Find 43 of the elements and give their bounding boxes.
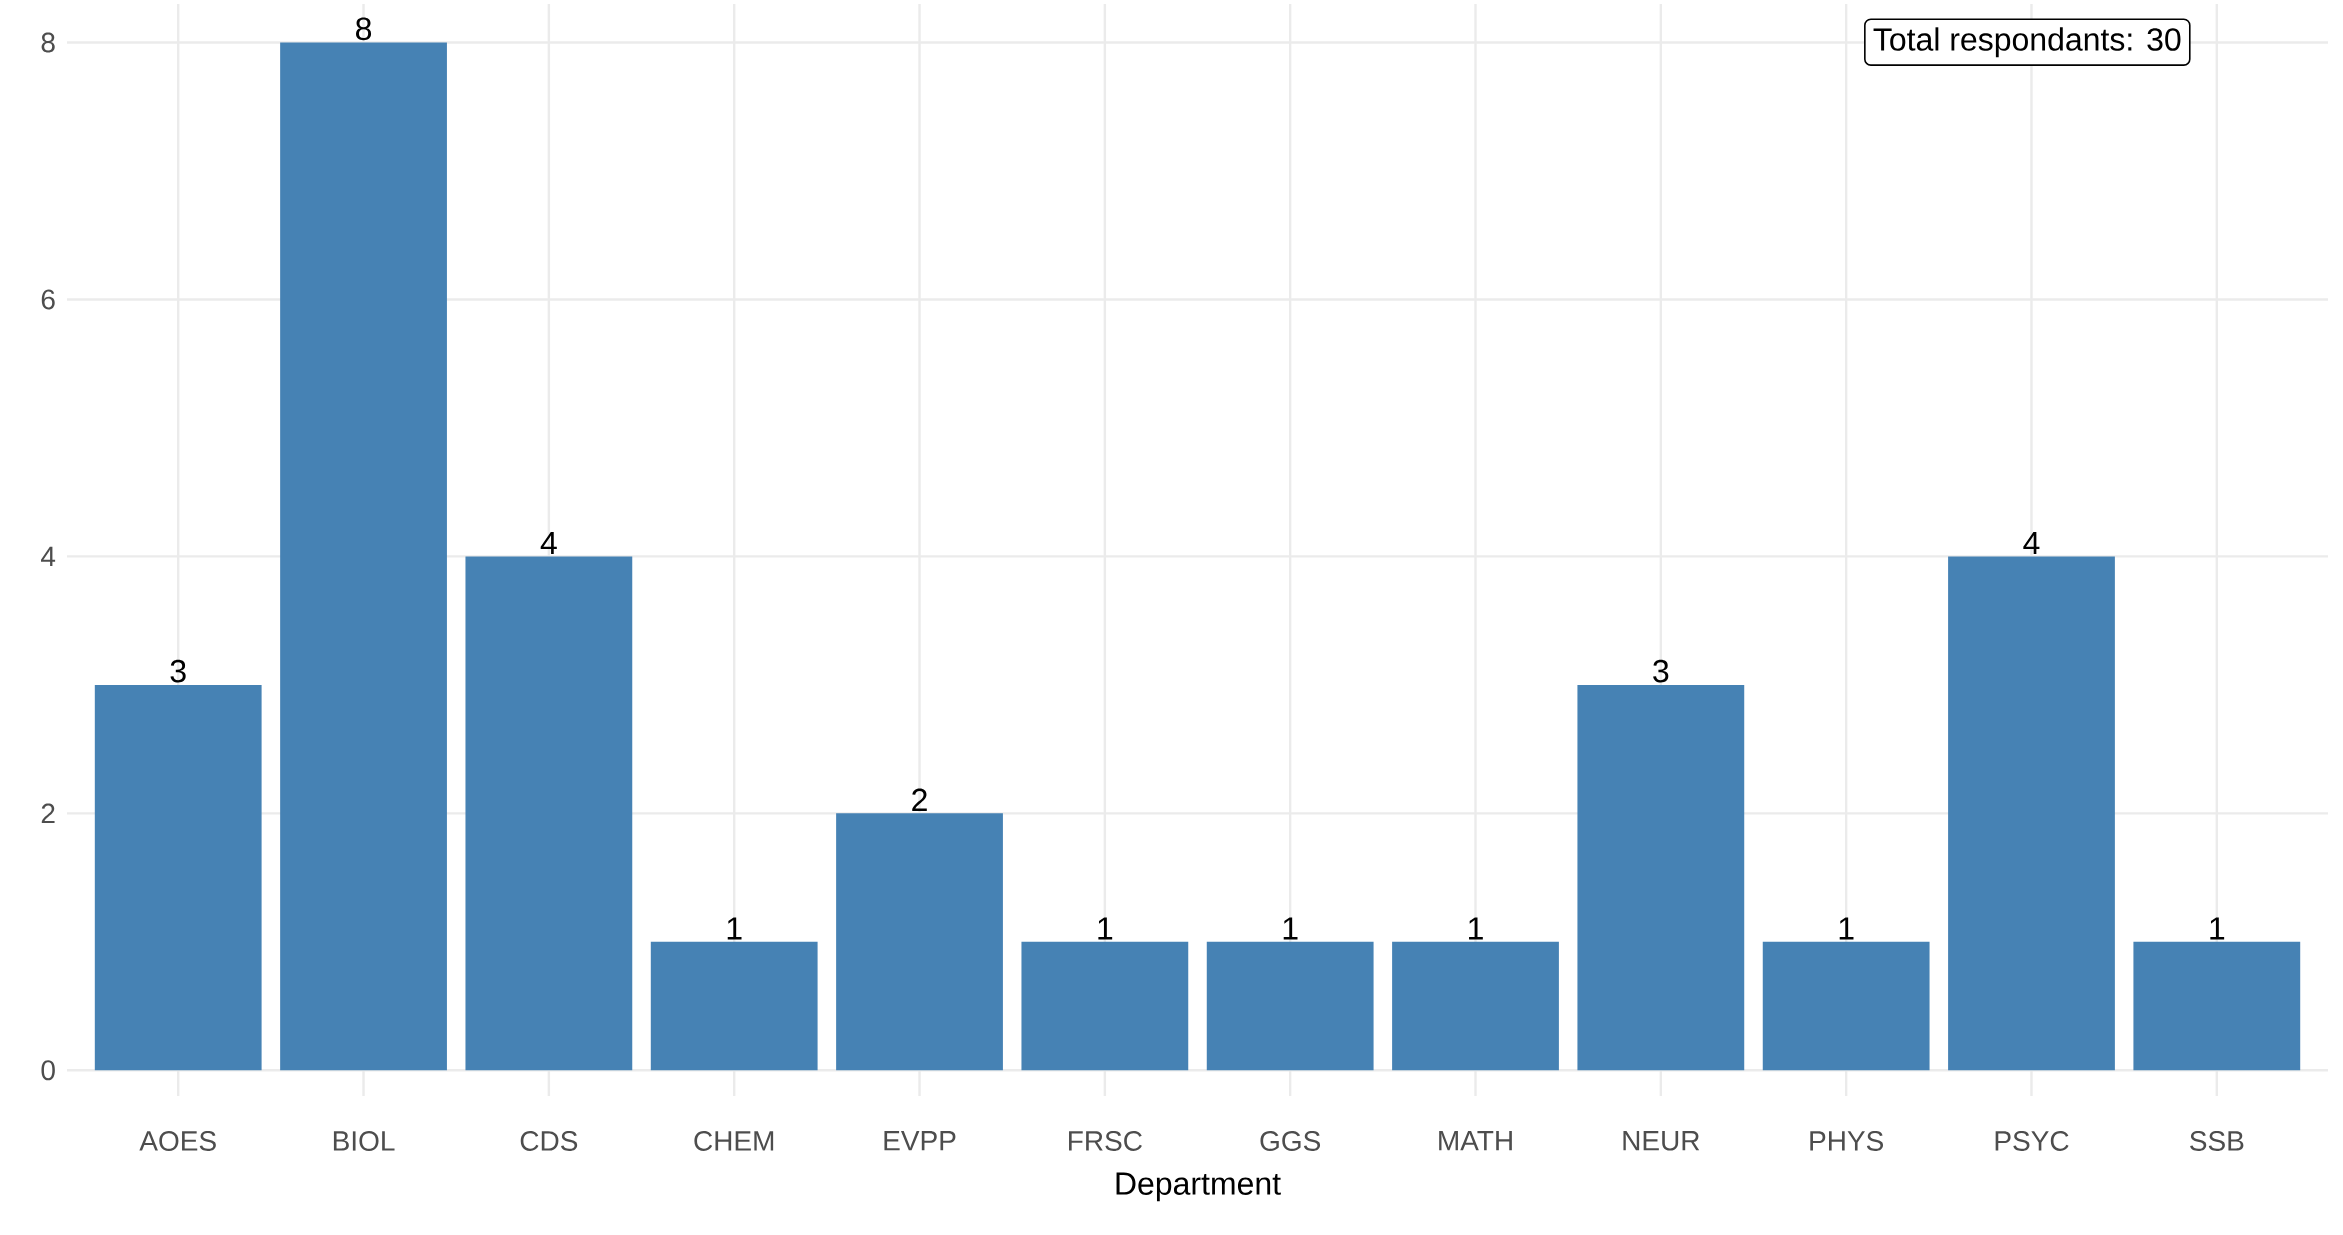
- bar: [650, 941, 818, 1071]
- data-label: 1: [1283, 917, 1298, 940]
- x-tick-label: PSYC: [1995, 1131, 2069, 1151]
- data-label: 3: [170, 659, 186, 683]
- annotation: Total respondants: 30: [1873, 27, 2181, 58]
- y-tick-label: 0: [41, 1060, 55, 1081]
- data-label: 4: [540, 531, 557, 555]
- x-tick-label: BIOL: [333, 1131, 395, 1151]
- x-axis-title: Department: [1116, 1172, 1281, 1202]
- x-tick-label: EVPP: [884, 1131, 956, 1151]
- x-tick-label: NEUR: [1623, 1131, 1700, 1151]
- data-label: 1: [1469, 917, 1483, 940]
- x-tick-label: PHYS: [1810, 1131, 1884, 1151]
- bar: [280, 42, 447, 1071]
- x-tick-label: CHEM: [694, 1131, 774, 1151]
- data-label: 8: [356, 17, 372, 41]
- data-label: 1: [727, 917, 742, 940]
- bar: [465, 556, 633, 1071]
- bar: [2133, 941, 2301, 1071]
- bar: [1206, 941, 1374, 1071]
- x-tick-label: FRSC: [1069, 1131, 1142, 1151]
- bar: [836, 813, 1003, 1071]
- bar: [1948, 556, 2115, 1071]
- bar: [1392, 941, 1559, 1071]
- x-tick-label: AOES: [139, 1131, 216, 1151]
- data-label: 1: [1098, 917, 1113, 940]
- data-label: 3: [1653, 659, 1669, 683]
- bar: [1021, 941, 1189, 1071]
- data-label: 1: [1839, 917, 1854, 940]
- data-label: 4: [2023, 531, 2040, 555]
- bar: [1762, 941, 1930, 1071]
- x-tick-label: CDS: [520, 1131, 578, 1151]
- data-label: 1: [2210, 917, 2225, 940]
- data-label: 2: [912, 788, 927, 811]
- bar: [94, 684, 262, 1071]
- bar: [1577, 684, 1745, 1071]
- x-tick-label: SSB: [2190, 1131, 2244, 1151]
- x-tick-label: GGS: [1260, 1131, 1321, 1151]
- y-tick-label: 6: [41, 289, 55, 310]
- y-tick-label: 4: [41, 546, 56, 567]
- x-tick-label: MATH: [1439, 1131, 1512, 1151]
- y-tick-label: 8: [41, 32, 55, 53]
- y-tick-label: 2: [41, 803, 55, 824]
